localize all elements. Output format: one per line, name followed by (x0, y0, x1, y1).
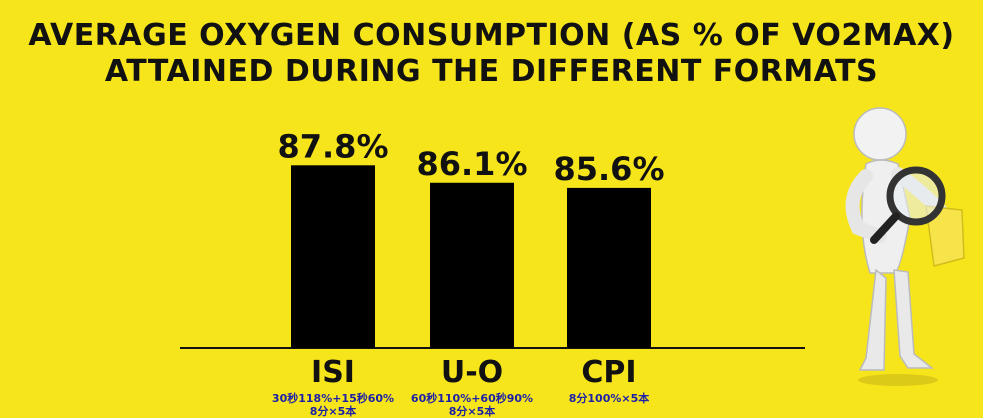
category-label-cpi: CPI (581, 355, 636, 390)
subtitle-cpi: 8分100%×5本 (519, 392, 699, 405)
bar-value-label-u-o: 86.1% (416, 145, 527, 183)
subtitle-u-o: 60秒110%+60秒90% 8分×5本 (382, 392, 562, 418)
subtitle-isi: 30秒118%+15秒60% 8分×5本 (243, 392, 423, 418)
subtitle-cpi-line-1: 8分100%×5本 (568, 392, 650, 405)
bar-value-label-cpi: 85.6% (553, 150, 664, 188)
chart-title-line-1: AVERAGE OXYGEN CONSUMPTION (AS % OF VO2M… (28, 18, 955, 53)
subtitle-u-o-line-1: 60秒110%+60秒90% (410, 392, 534, 405)
magnifier-person-icon (845, 107, 965, 386)
category-label-u-o: U-O (441, 355, 503, 390)
bars-group: 87.8% ISI 86.1% U-O 85.6% CPI (277, 127, 664, 390)
bar-cpi (567, 187, 651, 348)
bar-u-o (430, 182, 514, 348)
bar-value-label-isi: 87.8% (277, 127, 388, 165)
chart-title: AVERAGE OXYGEN CONSUMPTION (AS % OF VO2M… (0, 18, 983, 90)
chart-title-line-2: ATTAINED DURING THE DIFFERENT FORMATS (104, 54, 879, 89)
subtitle-u-o-line-2: 8分×5本 (448, 405, 496, 418)
category-label-isi: ISI (311, 355, 355, 390)
subtitle-isi-line-2: 8分×5本 (309, 405, 357, 418)
subtitle-isi-line-1: 30秒118%+15秒60% (271, 392, 395, 405)
bar-isi (291, 165, 375, 348)
